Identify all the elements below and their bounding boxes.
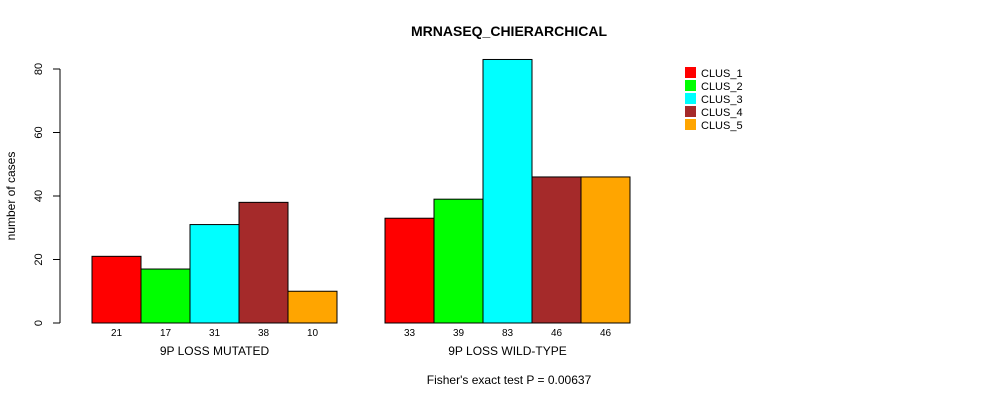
legend-label: CLUS_1	[701, 68, 743, 80]
footer-text: Fisher's exact test P = 0.00637	[427, 373, 592, 387]
bar-clus_4-group2	[531, 176, 582, 324]
chart-title: MRNASEQ_CHIERARCHICAL	[411, 23, 607, 39]
legend-label: CLUS_2	[701, 81, 743, 93]
bar-value-label: 46	[551, 328, 563, 339]
y-tick-label: 60	[33, 126, 45, 138]
bar-clus_2-group1	[140, 268, 191, 324]
bar-value-label: 33	[404, 328, 416, 339]
legend-swatch-clus_3	[685, 93, 696, 104]
y-tick-label: 40	[33, 190, 45, 202]
legend-label: CLUS_4	[701, 107, 743, 119]
bar-clus_1-group1	[91, 255, 142, 324]
bar-value-label: 10	[307, 328, 319, 339]
legend-swatch-clus_5	[685, 119, 696, 130]
bar-clus_2-group2	[433, 198, 484, 324]
legend-swatch-clus_1	[685, 67, 696, 78]
y-axis-label: number of cases	[4, 152, 18, 241]
y-tick-label: 80	[33, 63, 45, 75]
bar-value-label: 39	[453, 328, 465, 339]
bar-clus_3-group2	[482, 58, 533, 324]
y-tick-label: 0	[33, 320, 45, 326]
bar-clus_1-group2	[384, 217, 435, 324]
legend-swatch-clus_2	[685, 80, 696, 91]
bar-clus_5-group2	[580, 176, 631, 324]
bar-value-label: 46	[600, 328, 612, 339]
bar-value-label: 31	[209, 328, 221, 339]
bar-clus_5-group1	[287, 290, 338, 324]
group-label: 9P LOSS WILD-TYPE	[448, 344, 566, 358]
legend-label: CLUS_5	[701, 120, 743, 132]
y-tick-label: 20	[33, 253, 45, 265]
bar-value-label: 38	[258, 328, 270, 339]
bar-value-label: 17	[160, 328, 172, 339]
bar-clus_3-group1	[189, 224, 240, 324]
bar-value-label: 21	[111, 328, 123, 339]
legend-label: CLUS_3	[701, 94, 743, 106]
group-label: 9P LOSS MUTATED	[160, 344, 270, 358]
bar-value-label: 83	[502, 328, 514, 339]
bar-clus_4-group1	[238, 201, 289, 324]
legend-swatch-clus_4	[685, 106, 696, 117]
